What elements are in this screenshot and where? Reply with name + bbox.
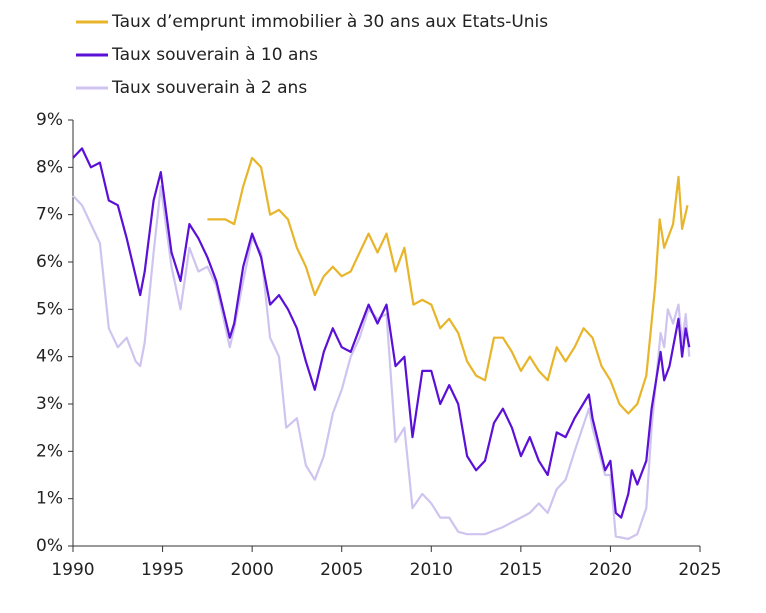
y-tick-label: 3% — [36, 394, 63, 414]
series-line — [72, 147, 691, 519]
y-tick-label: 5% — [36, 299, 63, 319]
y-tick-label: 7% — [36, 205, 63, 225]
legend-label: Taux souverain à 10 ans — [111, 45, 318, 65]
x-tick-label: 1995 — [141, 560, 184, 580]
legend-label: Taux d’emprunt immobilier à 30 ans aux E… — [111, 12, 548, 32]
x-tick-label: 2010 — [410, 560, 453, 580]
legend-label: Taux souverain à 2 ans — [111, 78, 307, 98]
x-tick-label: 2025 — [678, 560, 721, 580]
x-tick-label: 2020 — [589, 560, 632, 580]
y-tick-label: 0% — [36, 536, 63, 556]
y-tick-label: 4% — [36, 347, 63, 367]
y-tick-label: 9% — [36, 110, 63, 130]
x-tick-label: 1990 — [51, 560, 94, 580]
y-tick-label: 6% — [36, 252, 63, 272]
x-tick-label: 2015 — [499, 560, 542, 580]
y-tick-label: 1% — [36, 489, 63, 509]
series-line — [72, 185, 691, 540]
y-tick-label: 2% — [36, 441, 63, 461]
series-line — [207, 156, 689, 415]
x-tick-label: 2000 — [231, 560, 274, 580]
y-tick-label: 8% — [36, 157, 63, 177]
x-tick-label: 2005 — [320, 560, 363, 580]
